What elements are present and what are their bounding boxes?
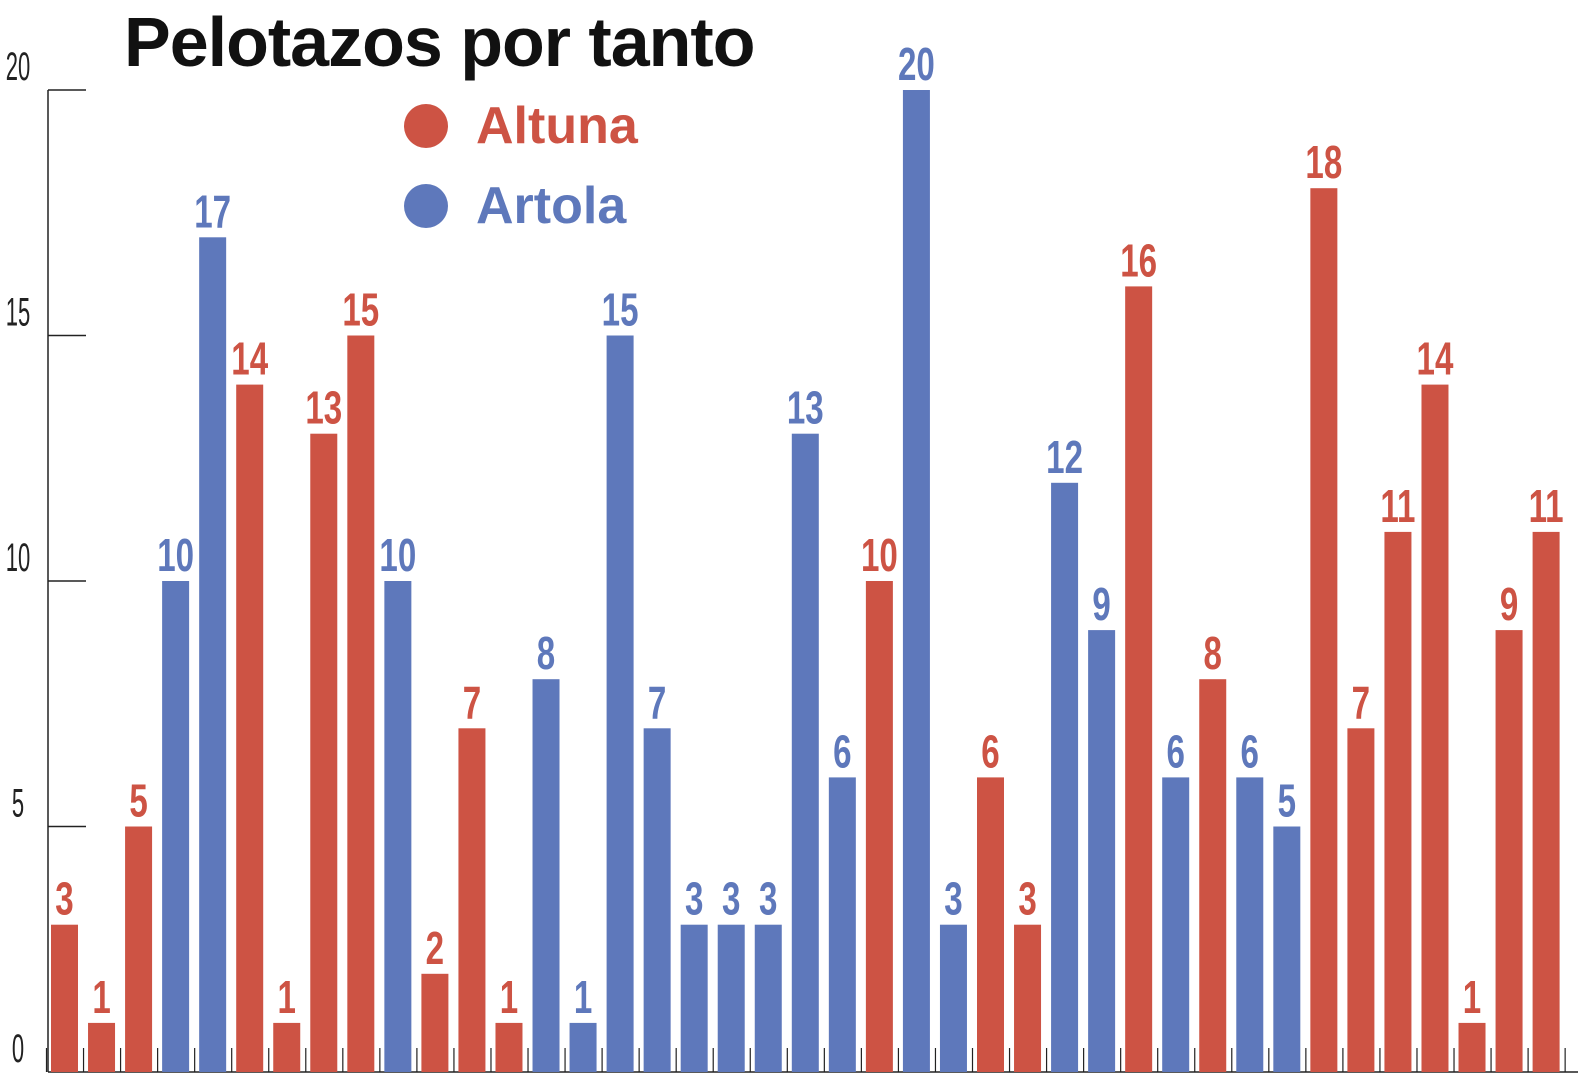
bar xyxy=(1421,384,1449,1073)
bar xyxy=(977,777,1004,1072)
bar-value-label: 10 xyxy=(157,531,194,581)
bar xyxy=(1310,188,1338,1072)
bar xyxy=(717,924,745,1072)
bar xyxy=(273,1022,301,1072)
bar xyxy=(865,581,893,1072)
bar-value-label: 14 xyxy=(1417,334,1454,384)
y-tick-label: 20 xyxy=(6,44,30,89)
bar xyxy=(125,826,153,1072)
bar-value-label: 3 xyxy=(759,875,777,925)
bar-value-label: 11 xyxy=(1380,482,1415,532)
bar-value-label: 1 xyxy=(278,973,296,1023)
bar xyxy=(495,1022,523,1072)
bar-value-label: 10 xyxy=(379,531,416,581)
bar xyxy=(569,1022,597,1072)
bar xyxy=(902,90,930,1072)
bar xyxy=(51,924,78,1072)
bar xyxy=(1014,924,1042,1072)
bar xyxy=(643,728,671,1072)
bar-value-label: 5 xyxy=(129,776,147,826)
bar xyxy=(1162,777,1190,1072)
bar xyxy=(680,924,708,1072)
bar xyxy=(347,335,375,1072)
bar-value-label: 7 xyxy=(463,678,481,728)
bar xyxy=(606,335,634,1072)
bar xyxy=(754,924,782,1072)
legend-item-artola: Artola xyxy=(404,176,626,236)
bar-value-label: 6 xyxy=(833,727,851,777)
bar-value-label: 14 xyxy=(231,334,268,384)
bar-value-label: 9 xyxy=(1500,580,1518,630)
legend-item-altuna: Altuna xyxy=(404,96,638,156)
chart-title: Pelotazos por tanto xyxy=(124,3,755,81)
legend-swatch-altuna xyxy=(404,104,448,148)
bar-value-label: 1 xyxy=(574,973,592,1023)
bar xyxy=(1088,630,1116,1072)
bar-value-label: 11 xyxy=(1529,482,1564,532)
bar xyxy=(532,679,560,1072)
bar xyxy=(458,728,486,1072)
bar-value-label: 5 xyxy=(1278,776,1296,826)
bar xyxy=(1495,630,1523,1072)
bar-value-label: 18 xyxy=(1305,138,1342,188)
bar-value-label: 16 xyxy=(1120,236,1157,286)
bar xyxy=(1347,728,1375,1072)
bar-value-label: 12 xyxy=(1046,433,1083,483)
bar-value-label: 3 xyxy=(55,875,73,925)
bar-value-label: 2 xyxy=(426,924,444,974)
legend-swatch-artola xyxy=(404,184,448,228)
bar-value-label: 6 xyxy=(981,727,999,777)
bar-value-label: 3 xyxy=(944,875,962,925)
bar-value-label: 8 xyxy=(537,629,555,679)
bar-value-label: 1 xyxy=(92,973,110,1023)
bar xyxy=(162,581,190,1072)
bar-value-label: 6 xyxy=(1166,727,1184,777)
bars xyxy=(51,90,1560,1073)
bar xyxy=(1384,531,1412,1072)
bar-value-label: 1 xyxy=(500,973,518,1023)
bar xyxy=(1199,679,1227,1072)
bar xyxy=(236,384,264,1073)
bar xyxy=(1051,482,1079,1072)
bar-value-label: 3 xyxy=(722,875,740,925)
bar xyxy=(421,973,449,1072)
y-tick-label: 10 xyxy=(6,535,30,580)
bar xyxy=(310,433,338,1072)
bar-value-label: 15 xyxy=(342,285,379,335)
bar-value-label: 13 xyxy=(305,384,342,434)
legend-label-artola: Artola xyxy=(476,177,627,235)
bar xyxy=(1458,1022,1486,1072)
bar xyxy=(1273,826,1301,1072)
y-tick-label: 5 xyxy=(12,781,24,826)
bar xyxy=(939,924,967,1072)
bar-value-label: 3 xyxy=(685,875,703,925)
bar-value-label: 7 xyxy=(1352,678,1370,728)
bar-value-label: 6 xyxy=(1241,727,1259,777)
bar-value-label: 15 xyxy=(602,285,639,335)
bar-value-label: 9 xyxy=(1092,580,1110,630)
bar xyxy=(88,1022,116,1072)
bar-value-label: 10 xyxy=(861,531,898,581)
bar xyxy=(199,237,227,1073)
bar-value-label: 8 xyxy=(1204,629,1222,679)
bar-value-label: 13 xyxy=(787,384,824,434)
bar xyxy=(1532,531,1560,1072)
bar-value-label: 17 xyxy=(194,187,231,237)
bar xyxy=(384,581,412,1072)
legend-label-altuna: Altuna xyxy=(476,97,638,155)
bar xyxy=(791,433,819,1072)
y-tick-label: 0 xyxy=(12,1026,24,1071)
bar xyxy=(1236,777,1264,1072)
bar-value-label: 3 xyxy=(1018,875,1036,925)
y-tick-label: 15 xyxy=(6,290,30,335)
bar xyxy=(1125,286,1153,1072)
bar-value-label: 1 xyxy=(1463,973,1481,1023)
bar-value-label: 20 xyxy=(898,40,935,90)
bar-value-label: 7 xyxy=(648,678,666,728)
bar xyxy=(828,777,856,1072)
